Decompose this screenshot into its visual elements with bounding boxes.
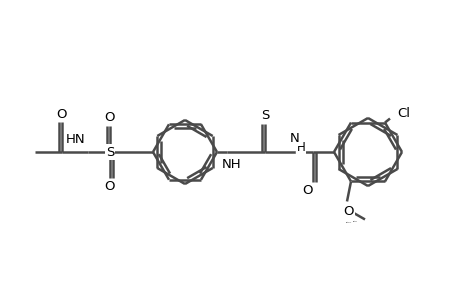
Text: HN: HN: [66, 133, 86, 146]
Text: methO: methO: [352, 221, 357, 222]
Text: O: O: [302, 184, 313, 197]
Text: O: O: [343, 205, 353, 218]
Text: O: O: [105, 110, 115, 124]
Text: S: S: [260, 109, 269, 122]
Text: NH: NH: [222, 158, 241, 170]
Text: methoxy: methoxy: [345, 222, 351, 223]
Text: N: N: [290, 131, 299, 145]
Text: O: O: [105, 181, 115, 194]
Text: Cl: Cl: [396, 107, 409, 120]
Text: H: H: [296, 140, 305, 154]
Text: O: O: [56, 107, 67, 121]
Text: S: S: [106, 146, 114, 158]
